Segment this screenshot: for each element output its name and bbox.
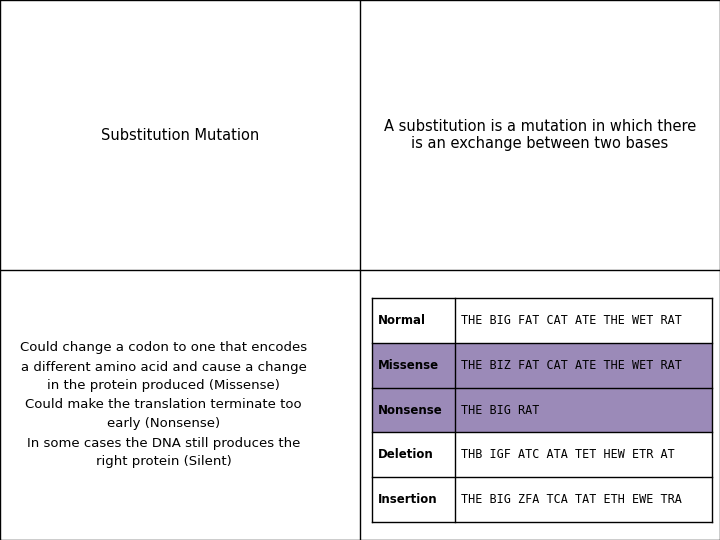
Text: THE BIG ZFA TCA TAT ETH EWE TRA: THE BIG ZFA TCA TAT ETH EWE TRA xyxy=(461,493,682,506)
Bar xyxy=(372,388,712,433)
Text: Missense: Missense xyxy=(378,359,439,372)
Text: Substitution Mutation: Substitution Mutation xyxy=(101,127,259,143)
Text: THB IGF ATC ATA TET HEW ETR AT: THB IGF ATC ATA TET HEW ETR AT xyxy=(461,448,675,461)
Text: Could change a codon to one that encodes
a different amino acid and cause a chan: Could change a codon to one that encodes… xyxy=(20,341,307,469)
Text: Nonsense: Nonsense xyxy=(378,403,443,416)
Text: Normal: Normal xyxy=(378,314,426,327)
Text: THE BIG FAT CAT ATE THE WET RAT: THE BIG FAT CAT ATE THE WET RAT xyxy=(461,314,682,327)
Text: Deletion: Deletion xyxy=(378,448,433,461)
Text: THE BIG RAT: THE BIG RAT xyxy=(461,403,539,416)
Bar xyxy=(372,343,712,388)
Text: Insertion: Insertion xyxy=(378,493,438,506)
Text: A substitution is a mutation in which there
is an exchange between two bases: A substitution is a mutation in which th… xyxy=(384,119,696,151)
Text: THE BIZ FAT CAT ATE THE WET RAT: THE BIZ FAT CAT ATE THE WET RAT xyxy=(461,359,682,372)
